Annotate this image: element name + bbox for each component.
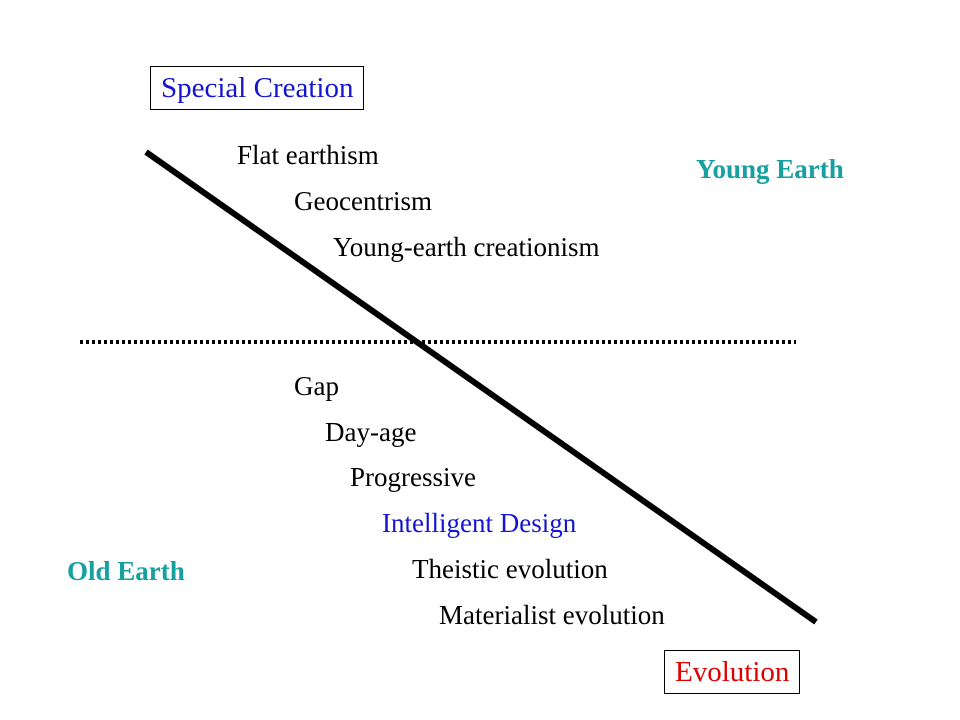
old-earth-label: Old Earth bbox=[67, 556, 185, 586]
evolution-box: Evolution bbox=[664, 650, 801, 694]
view-young-earth-creationism: Young-earth creationism bbox=[333, 232, 600, 262]
young-earth-label: Young Earth bbox=[696, 154, 844, 184]
special-creation-box: Special Creation bbox=[150, 66, 365, 110]
view-theistic-evolution: Theistic evolution bbox=[412, 554, 608, 584]
spectrum-diagonal-line bbox=[144, 149, 818, 625]
view-gap: Gap bbox=[294, 371, 339, 401]
view-day-age: Day-age bbox=[325, 417, 417, 447]
view-geocentrism: Geocentrism bbox=[294, 186, 432, 216]
view-flat-earthism: Flat earthism bbox=[237, 140, 379, 170]
view-intelligent-design: Intelligent Design bbox=[382, 508, 577, 538]
view-progressive: Progressive bbox=[350, 462, 476, 492]
view-materialist-evolution: Materialist evolution bbox=[439, 600, 665, 630]
